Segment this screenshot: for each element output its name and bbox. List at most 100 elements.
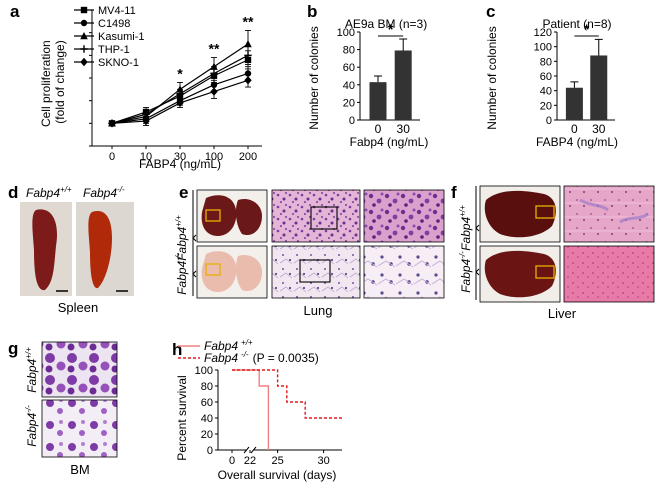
- liver-ko-organ: [484, 250, 556, 298]
- survival-legend: Fabp4 +/+ Fabp4 -/- (P = 0.0035): [178, 338, 319, 365]
- lung-wt-roi-box: [205, 209, 221, 222]
- spleen-wt-organ: [32, 209, 58, 291]
- lung-ko-label: Fabp4-/-: [174, 253, 189, 295]
- chart-a-legend-marker: [80, 45, 88, 53]
- chart-h-x-tick-label: 22: [244, 455, 256, 467]
- chart-a-point: [142, 116, 150, 126]
- spleen-wt-label: Fabp4+/+: [26, 185, 72, 200]
- chart-c-plot: 0 20 40 60 80 100 120 0 30 *: [534, 21, 615, 136]
- chart-a-legend-label: C1498: [98, 18, 130, 30]
- liver-wt-label: Fabp4+/+: [458, 205, 473, 251]
- chart-a-legend-marker: [80, 6, 88, 14]
- chart-a-significance-marker: **: [209, 41, 220, 57]
- spleen-label: Spleen: [58, 300, 98, 315]
- chart-h-y-tick-label: 40: [201, 413, 213, 425]
- survival-chart: Fabp4 +/+ Fabp4 -/- (P = 0.0035) Percent su…: [175, 338, 342, 482]
- chart-h-y-tick-label: 100: [195, 365, 213, 377]
- chart-b-y-tick-label: 20: [343, 97, 355, 109]
- chart-c-y-tick-label: 0: [546, 115, 552, 127]
- chart-b-title: AE9a BM (n=3): [345, 17, 427, 31]
- bm-ko-label: Fabp4-/-: [24, 405, 39, 447]
- genotype-name: Fabp4: [459, 216, 473, 250]
- chart-b-xlabel: Fabp4 (ng/mL): [350, 135, 429, 149]
- chart-a-ylabel: Cell proliferation (fold of change): [39, 37, 67, 127]
- chart-a-x-tick-label: 200: [239, 151, 257, 163]
- chart-c-y-tick-label: 60: [540, 71, 552, 83]
- chart-c-y-tick-label: 100: [534, 42, 552, 54]
- panel-label-a: a: [10, 2, 20, 21]
- chart-c-error-bar: [594, 38, 603, 56]
- chart-b-category-label: 0: [375, 122, 382, 136]
- chart-a-plot: 0 10 30 100 200*****: [89, 9, 262, 163]
- genotype-superscript: +/+: [60, 185, 72, 194]
- chart-a-point: [108, 119, 116, 128]
- genotype-name: Fabp4: [459, 258, 473, 292]
- panel-label-h: h: [172, 340, 182, 359]
- liver-wt-roi-box: [535, 205, 555, 219]
- chart-b-bar: [394, 50, 412, 121]
- chart-a-x-tick-label: 10: [140, 151, 152, 163]
- chart-a-legend-marker: [80, 57, 88, 67]
- genotype-superscript: -/-: [174, 253, 183, 261]
- chart-c-title: Patient (n=8): [542, 17, 611, 31]
- genotype-superscript: -/-: [117, 185, 125, 194]
- chart-a-point: [176, 98, 184, 108]
- lung-wt-histology-roi: [310, 206, 338, 230]
- chart-b-y-tick-label: 40: [343, 80, 355, 92]
- genotype-superscript: +/+: [24, 347, 33, 359]
- chart-h-y-tick-label: 60: [201, 397, 213, 409]
- chart-c-error-bar: [570, 81, 579, 88]
- genotype-name: Fabp4: [175, 260, 189, 294]
- panel-label-e: e: [179, 183, 188, 202]
- chart-a-xlabel: FABP4 (ng/mL): [139, 157, 221, 171]
- genotype-name: Fabp4: [175, 226, 189, 260]
- chart-h-y-tick-label: 80: [201, 381, 213, 393]
- chart-c-y-tick-label: 120: [534, 27, 552, 39]
- genotype-name: Fabp4: [204, 351, 238, 365]
- chart-c-y-tick-label: 80: [540, 56, 552, 68]
- chart-a-point: [244, 40, 252, 48]
- liver-ko-label: Fabp4-/-: [458, 251, 473, 293]
- chart-b-y-tick-label: 60: [343, 62, 355, 74]
- chart-h-x-tick-label: 0: [229, 455, 235, 467]
- colony-chart-ae9a: AE9a BM (n=3) Fabp4 (ng/mL) Number of co…: [307, 17, 428, 149]
- genotype-superscript: -/-: [458, 251, 467, 259]
- genotype-name: Fabp4: [204, 339, 238, 353]
- lung-wt-label: Fabp4+/+: [174, 215, 189, 261]
- chart-a-x-tick-label: 100: [205, 151, 223, 163]
- chart-c-y-tick-label: 40: [540, 86, 552, 98]
- chart-b-plot: 0 20 40 60 80 100 0 30 *: [337, 21, 420, 136]
- liver-ko-roi-box: [535, 265, 555, 279]
- chart-b-error-bar: [374, 75, 382, 83]
- liver-wt-organ: [484, 190, 556, 238]
- panel-label-g: g: [8, 339, 18, 358]
- lung-ko-histology-high: [363, 245, 445, 299]
- chart-c-category-label: 30: [592, 122, 606, 136]
- bm-label: BM: [70, 462, 90, 477]
- bm-ko-smear: [41, 399, 118, 458]
- chart-h-axis-break: [243, 446, 257, 454]
- chart-a-legend-label: SKNO-1: [98, 57, 139, 69]
- chart-h-ylabel: Percent survival: [175, 375, 189, 460]
- chart-a-point: [210, 69, 218, 78]
- spleen-ko-organ: [88, 211, 112, 289]
- chart-c-bar: [590, 55, 608, 120]
- chart-c-significance-marker: *: [584, 21, 590, 37]
- lung-ko-organ: [201, 251, 262, 292]
- chart-a-ylabel-line-2: (fold of change): [53, 40, 67, 123]
- chart-b-y-tick-label: 80: [343, 45, 355, 57]
- proliferation-chart: Cell proliferation (fold of change) FABP…: [39, 5, 262, 171]
- genotype-name: Fabp4: [83, 186, 117, 200]
- spleen-panel: Fabp4+/+ Fabp4-/- Spleen: [20, 185, 134, 315]
- panel-label-b: b: [307, 2, 317, 21]
- chart-h-xlabel: Overall survival (days): [218, 468, 337, 482]
- lung-label: Lung: [304, 303, 333, 318]
- panel-label-d: d: [8, 183, 18, 202]
- lung-wt-histology-low: [271, 189, 361, 243]
- chart-b-y-tick-label: 100: [337, 27, 355, 39]
- lung-wt-organ: [201, 195, 262, 236]
- chart-a-ylabel-line-1: Cell proliferation: [39, 40, 53, 127]
- bm-wt-smear: [41, 341, 118, 398]
- chart-b-category-label: 30: [397, 122, 411, 136]
